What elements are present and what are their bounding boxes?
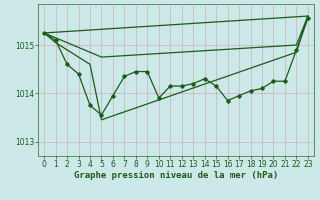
X-axis label: Graphe pression niveau de la mer (hPa): Graphe pression niveau de la mer (hPa) — [74, 171, 278, 180]
